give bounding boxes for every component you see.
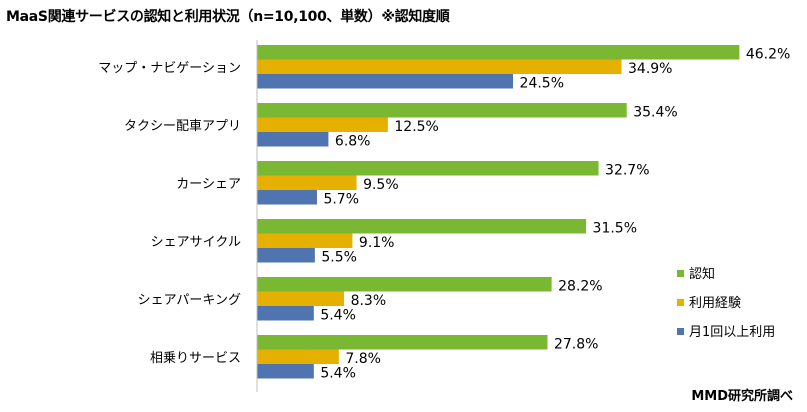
category-label: シェアサイクル (151, 235, 241, 250)
bar (257, 190, 317, 205)
bar (257, 248, 315, 263)
legend-label: 月1回以上利用 (689, 325, 775, 340)
data-label: 24.5% (520, 76, 564, 92)
bar (257, 59, 622, 74)
data-label: 5.7% (323, 192, 359, 208)
category-label: カーシェア (176, 177, 241, 192)
legend-swatch (677, 328, 684, 335)
bar (257, 74, 514, 89)
data-label: 5.5% (321, 250, 357, 266)
data-label: 6.8% (335, 134, 371, 150)
bar (257, 349, 339, 364)
bar (257, 335, 548, 350)
bar (257, 306, 314, 321)
data-label: 32.7% (605, 163, 649, 179)
data-label: 27.8% (554, 337, 598, 353)
legend-swatch (677, 270, 684, 277)
source-credit: MMD研究所調べ (691, 389, 793, 404)
data-label: 12.5% (394, 119, 438, 135)
bar (257, 117, 388, 132)
bar (257, 219, 587, 234)
bar (257, 45, 740, 60)
bar (257, 175, 357, 190)
data-label: 35.4% (633, 105, 677, 121)
bar (257, 291, 345, 306)
legend-swatch (677, 299, 684, 306)
legend-label: 認知 (689, 266, 715, 282)
bar (257, 103, 627, 118)
bar (257, 364, 314, 379)
data-label: 34.9% (628, 61, 672, 77)
category-label: 相乗りサービス (150, 351, 241, 366)
bar (257, 132, 329, 147)
bar (257, 233, 353, 248)
chart-title: MaaS関連サービスの認知と利用状況（n=10,100、単数）※認知度順 (6, 9, 450, 25)
legend-label: 利用経験 (689, 296, 741, 311)
data-label: 9.5% (363, 177, 399, 193)
category-label: タクシー配車アプリ (124, 119, 241, 134)
data-label: 46.2% (746, 47, 790, 63)
bar (257, 161, 599, 176)
category-label: シェアパーキング (138, 293, 241, 308)
category-label: マップ・ナビゲーション (98, 61, 241, 76)
bar (257, 277, 552, 292)
data-label: 5.4% (320, 366, 356, 382)
data-label: 7.8% (345, 351, 381, 367)
data-label: 9.1% (359, 235, 395, 251)
data-label: 28.2% (558, 279, 602, 295)
data-label: 31.5% (593, 221, 637, 237)
data-label: 5.4% (320, 308, 356, 324)
data-label: 8.3% (351, 293, 387, 309)
